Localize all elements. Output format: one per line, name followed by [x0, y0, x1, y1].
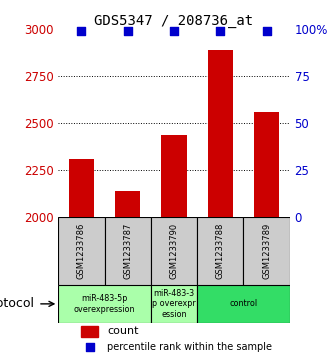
Bar	[197, 285, 290, 323]
Bar	[161, 135, 187, 217]
Text: GSM1233789: GSM1233789	[262, 223, 271, 279]
Bar	[105, 217, 151, 285]
Bar	[69, 159, 94, 217]
Point	[218, 28, 223, 34]
Point	[79, 28, 84, 34]
Point	[87, 344, 92, 350]
Bar	[243, 217, 290, 285]
Bar	[151, 285, 197, 323]
Text: percentile rank within the sample: percentile rank within the sample	[107, 342, 272, 352]
Point	[264, 28, 269, 34]
Bar	[197, 217, 243, 285]
Text: GSM1233790: GSM1233790	[169, 223, 178, 279]
Text: miR-483-3
p overexpr
ession: miR-483-3 p overexpr ession	[152, 289, 196, 319]
Text: GSM1233786: GSM1233786	[77, 223, 86, 280]
Point	[125, 28, 131, 34]
Bar	[207, 50, 233, 217]
Text: GSM1233788: GSM1233788	[216, 223, 225, 280]
Bar	[81, 326, 98, 337]
Bar	[58, 285, 151, 323]
Text: miR-483-5p
overexpression: miR-483-5p overexpression	[74, 294, 135, 314]
Bar	[58, 217, 105, 285]
Text: control: control	[229, 299, 257, 309]
Point	[171, 28, 176, 34]
Text: count: count	[107, 326, 139, 337]
Bar	[254, 112, 279, 217]
Text: protocol: protocol	[0, 297, 54, 310]
Title: GDS5347 / 208736_at: GDS5347 / 208736_at	[95, 14, 253, 28]
Bar	[115, 191, 141, 217]
Text: GSM1233787: GSM1233787	[123, 223, 132, 280]
Bar	[151, 217, 197, 285]
